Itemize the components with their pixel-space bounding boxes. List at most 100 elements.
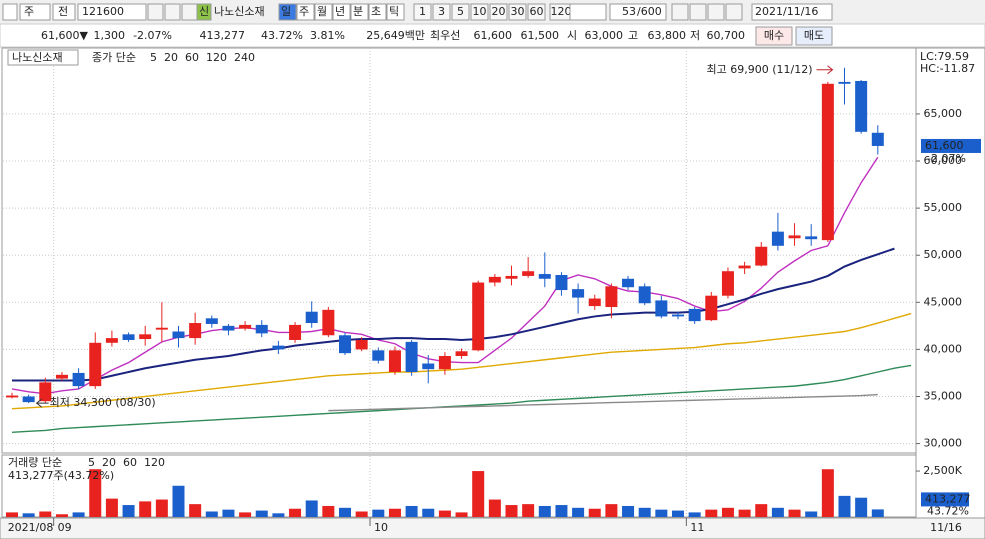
interval-button[interactable] (470, 3, 489, 21)
label[interactable]: 분 (353, 5, 363, 18)
buy-label[interactable]: 매수 (764, 29, 784, 42)
quote-change-pct: -2.07% (133, 29, 172, 42)
label[interactable]: 120 (551, 5, 572, 18)
period-button[interactable] (296, 3, 315, 21)
candle-body (705, 295, 718, 321)
volume-bar (372, 509, 385, 517)
legend-entry: 240 (234, 51, 255, 64)
interval-button[interactable] (451, 3, 470, 21)
candle-body (588, 298, 601, 307)
label[interactable]: 주 (299, 5, 309, 18)
volume-bar (72, 512, 85, 517)
period-button[interactable] (350, 3, 369, 21)
y-tick-label: 2,500K (923, 464, 962, 477)
value-axis (915, 47, 985, 519)
label[interactable]: 3 (438, 5, 445, 18)
label[interactable]: 60 (530, 5, 544, 18)
volume-bar (305, 500, 318, 517)
period-button[interactable] (332, 3, 351, 21)
tool-icon[interactable] (671, 3, 689, 21)
tool-icon[interactable] (707, 3, 725, 21)
volume-bar (405, 505, 418, 517)
label[interactable]: 초 (371, 5, 381, 18)
tool-icon[interactable] (689, 3, 707, 21)
tool-icon[interactable] (725, 3, 743, 21)
label[interactable]: 일 (281, 4, 291, 18)
interval-button[interactable] (432, 3, 451, 21)
volume-bar (422, 508, 435, 517)
candle-body (488, 276, 501, 283)
label[interactable]: 주 (24, 5, 34, 18)
dropdown[interactable] (569, 3, 607, 21)
candle-body (55, 374, 68, 379)
sell-label[interactable]: 매도 (804, 29, 824, 42)
y-tick-label: 35,000 (924, 389, 963, 402)
label[interactable]: 1 (419, 5, 426, 18)
label[interactable]: 30 (511, 5, 525, 18)
label[interactable]: 2021/11/16 (755, 5, 818, 18)
y-tick-label: 45,000 (924, 295, 963, 308)
volume-bar (538, 505, 551, 517)
label[interactable]: 전 (58, 5, 68, 18)
type-select[interactable] (19, 3, 51, 21)
sell-button[interactable] (795, 26, 833, 46)
ma-line (12, 247, 895, 382)
volume-bar (339, 507, 351, 517)
candle-body (771, 231, 784, 246)
volume-bar (205, 511, 218, 517)
volume-bar (355, 511, 368, 517)
y-tick-label: 40,000 (924, 342, 963, 355)
label[interactable]: 틱 (389, 5, 399, 18)
menu-icon[interactable] (2, 3, 18, 21)
candle-body (239, 324, 252, 329)
label[interactable]: 121600 (82, 5, 124, 18)
x-tick-label: 2021/08 (8, 521, 54, 534)
period-button[interactable] (278, 3, 297, 21)
buy-button[interactable] (755, 26, 793, 46)
candle-body (838, 81, 851, 84)
mode-button[interactable] (52, 3, 76, 21)
interval-button[interactable] (508, 3, 527, 21)
interval-button[interactable] (527, 3, 546, 21)
candle-body (422, 363, 435, 370)
label[interactable]: 년 (335, 5, 345, 18)
label[interactable]: 20 (492, 5, 506, 18)
quote-low: 60,700 (707, 29, 746, 42)
interval-button[interactable] (413, 3, 432, 21)
interval-button[interactable] (489, 3, 508, 21)
x-tick-label: 11 (690, 521, 704, 534)
candle-body (39, 382, 52, 402)
tool-icon[interactable] (181, 3, 198, 21)
tool-icon[interactable] (147, 3, 164, 21)
volume-bar (572, 507, 585, 517)
label[interactable]: 10 (473, 5, 487, 18)
volume-bar (588, 508, 601, 517)
code-input[interactable] (77, 3, 147, 21)
quote-ask: 61,600 (474, 29, 513, 42)
candle-body (72, 372, 85, 387)
volume-bar (438, 510, 451, 517)
candle-body (89, 342, 102, 387)
label: 신 (199, 5, 209, 18)
volume-bar (638, 507, 651, 517)
quote-change: 1,300 (94, 29, 126, 42)
last-volume: 413,277 (925, 492, 971, 505)
period-button[interactable] (368, 3, 387, 21)
candle-body (555, 274, 568, 291)
volume-bar (322, 505, 335, 517)
candle-body (6, 395, 18, 398)
label[interactable]: 월 (317, 5, 327, 18)
period-button[interactable] (386, 3, 405, 21)
legend-name: 나노신소재 (12, 51, 63, 64)
label[interactable]: 5 (457, 5, 464, 18)
volume-bar (605, 504, 618, 517)
tool-icon[interactable] (164, 3, 181, 21)
count-box[interactable] (609, 3, 667, 21)
volume-bar (139, 501, 152, 517)
candle-body (438, 355, 451, 370)
date-input[interactable] (751, 3, 833, 21)
period-button[interactable] (314, 3, 333, 21)
x-tick-label: 10 (374, 521, 388, 534)
candle-body (688, 308, 701, 322)
volume-bar (688, 512, 701, 517)
